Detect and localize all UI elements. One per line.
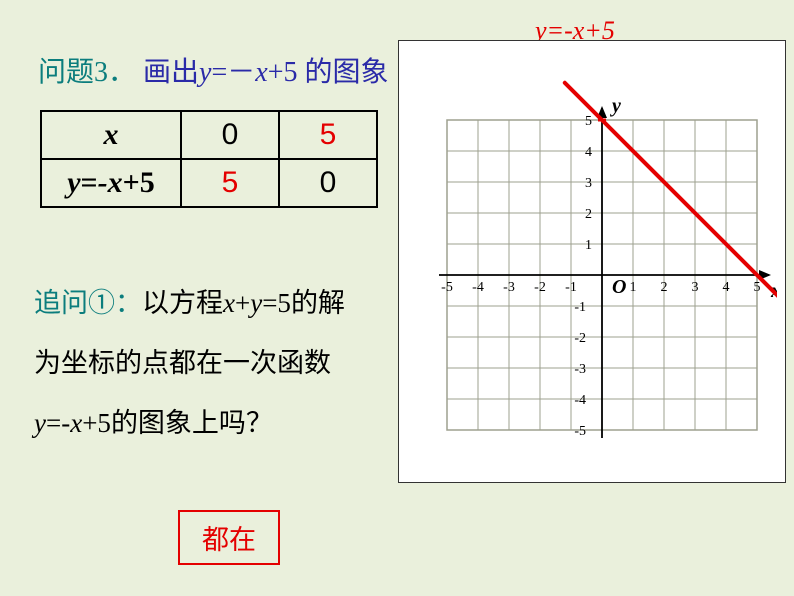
title-before: 画出 — [143, 57, 199, 88]
q1-x: x — [223, 288, 235, 318]
q1-l1a: 以方程 — [142, 288, 223, 318]
svg-text:3: 3 — [585, 176, 592, 191]
table-head-y: y=-x+5 — [41, 159, 181, 207]
value-table: x 0 5 y=-x+5 5 0 — [40, 110, 378, 208]
q1-l3b: 的图象上吗？ — [111, 408, 273, 438]
svg-text:-2: -2 — [574, 331, 586, 346]
q1-l3-y: y — [34, 408, 46, 438]
cell-r1c2: 0 — [181, 111, 279, 159]
svg-text:5: 5 — [754, 280, 761, 295]
svg-text:2: 2 — [585, 207, 592, 222]
title-y: y — [199, 57, 211, 88]
svg-text:3: 3 — [692, 280, 699, 295]
title-x: x — [255, 57, 267, 88]
cell-r2c3: 0 — [279, 159, 377, 207]
q1-plus: + — [235, 288, 250, 318]
svg-text:2: 2 — [661, 280, 668, 295]
q1-y: y — [250, 288, 262, 318]
cell-r1c3: 5 — [279, 111, 377, 159]
svg-text:-4: -4 — [574, 393, 586, 408]
svg-text:-2: -2 — [534, 280, 546, 295]
followup-line2: 为坐标的点都在一次函数 — [34, 338, 331, 389]
followup-line3: y=-x+5的图象上吗？ — [34, 398, 273, 449]
svg-text:1: 1 — [630, 280, 637, 295]
q1-l3-p5: +5 — [82, 408, 111, 438]
chart-container: -5-4-3-2-112345-5-4-3-2-112345Oxy — [398, 40, 786, 483]
svg-text:-3: -3 — [574, 362, 586, 377]
q1-l3-eq: = — [46, 408, 61, 438]
title-eq: =－ — [211, 57, 255, 88]
svg-text:4: 4 — [585, 145, 592, 160]
answer-box: 都在 — [178, 510, 280, 565]
svg-text:O: O — [612, 276, 626, 298]
q1-l1c: 的解 — [291, 288, 345, 318]
svg-text:-1: -1 — [565, 280, 577, 295]
svg-text:-3: -3 — [503, 280, 515, 295]
title-prefix: 问题3． — [38, 57, 136, 88]
svg-text:4: 4 — [723, 280, 730, 295]
svg-text:-5: -5 — [441, 280, 453, 295]
svg-text:5: 5 — [585, 114, 592, 129]
q1-eq5: =5 — [262, 288, 291, 318]
question-title: 问题3． 画出y=－x+5 的图象 — [38, 50, 389, 90]
svg-text:-1: -1 — [574, 300, 586, 315]
followup-label: 追问①： — [34, 288, 142, 318]
svg-text:-4: -4 — [472, 280, 484, 295]
svg-text:y: y — [610, 95, 621, 117]
q1-l3-mx: -x — [61, 408, 82, 438]
title-plus: +5 — [268, 57, 298, 88]
cell-r2c2: 5 — [181, 159, 279, 207]
followup-line1: 追问①：以方程x+y=5的解 — [34, 278, 345, 329]
svg-text:-5: -5 — [574, 424, 586, 439]
svg-text:1: 1 — [585, 238, 592, 253]
table-head-x: x — [41, 111, 181, 159]
title-after: 的图象 — [305, 57, 389, 88]
line-chart: -5-4-3-2-112345-5-4-3-2-112345Oxy — [407, 49, 777, 469]
